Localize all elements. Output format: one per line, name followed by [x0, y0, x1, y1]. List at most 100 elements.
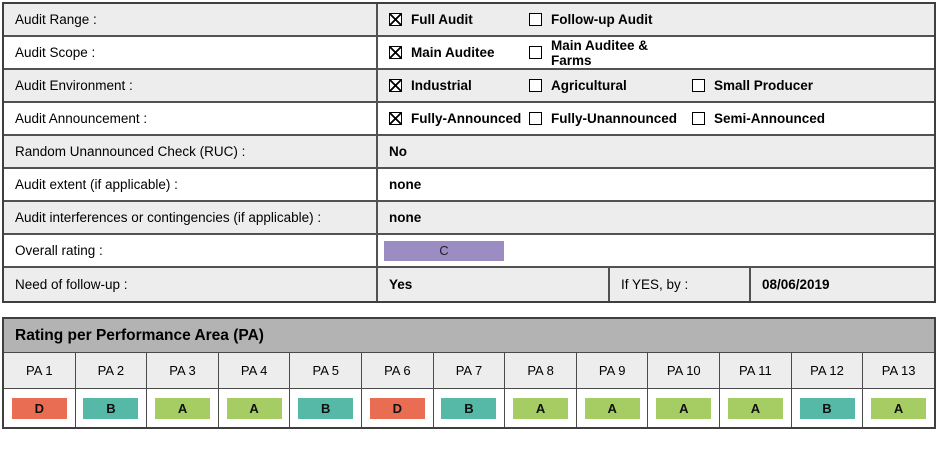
checkbox-main-auditee[interactable] — [389, 46, 402, 59]
pa-header: PA 12 — [791, 353, 864, 389]
checkbox-industrial[interactable] — [389, 79, 402, 92]
checkbox-full-audit[interactable] — [389, 13, 402, 26]
form-row-ruc: Random Unannounced Check (RUC) : No — [4, 136, 934, 169]
row-label: Audit interferences or contingencies (if… — [4, 202, 378, 233]
checkbox-label: Full Audit — [411, 12, 473, 27]
pa-rating-badge: A — [513, 397, 569, 419]
pa-rating-badge: A — [871, 397, 927, 419]
pa-rating-cell: B — [433, 389, 506, 427]
row-value: none — [389, 210, 422, 225]
form-row-interferences: Audit interferences or contingencies (if… — [4, 202, 934, 235]
row-options: Main Auditee Main Auditee & Farms — [378, 37, 934, 68]
row-label: Audit Environment : — [4, 70, 378, 101]
pa-header: PA 4 — [218, 353, 291, 389]
pa-rating-badge: A — [155, 397, 211, 419]
row-value-group: Yes If YES, by : 08/06/2019 — [378, 268, 934, 301]
pa-rating-cell: B — [791, 389, 864, 427]
pa-header: PA 5 — [290, 353, 363, 389]
checkbox-main-auditee-farms[interactable] — [529, 46, 542, 59]
pa-header: PA 9 — [576, 353, 649, 389]
form-row-audit-range: Audit Range : Full Audit Follow-up Audit — [4, 4, 934, 37]
row-options: Industrial Agricultural Small Producer — [378, 70, 934, 101]
pa-rating-badge: A — [656, 397, 712, 419]
pa-section-title: Rating per Performance Area (PA) — [4, 319, 934, 353]
pa-rating-cell: D — [4, 389, 76, 427]
row-label: Audit extent (if applicable) : — [4, 169, 378, 200]
pa-rating-badge: A — [727, 397, 783, 419]
pa-header-row: PA 1 PA 2 PA 3 PA 4 PA 5 PA 6 PA 7 PA 8 … — [4, 353, 934, 389]
checkbox-fully-announced[interactable] — [389, 112, 402, 125]
form-row-audit-extent: Audit extent (if applicable) : none — [4, 169, 934, 202]
checkbox-semi-announced[interactable] — [692, 112, 705, 125]
option-small-producer: Small Producer — [692, 78, 813, 93]
form-row-audit-scope: Audit Scope : Main Auditee Main Auditee … — [4, 37, 934, 70]
pa-header: PA 10 — [648, 353, 721, 389]
pa-header: PA 2 — [75, 353, 148, 389]
row-value: none — [389, 177, 422, 192]
pa-rating-badge: B — [83, 397, 139, 419]
follow-up-value: Yes — [378, 268, 610, 301]
option-full-audit: Full Audit — [389, 12, 529, 27]
row-options: Full Audit Follow-up Audit — [378, 4, 934, 35]
checkbox-label: Fully-Announced — [411, 111, 522, 126]
pa-rating-badge: D — [369, 397, 425, 419]
option-agricultural: Agricultural — [529, 78, 692, 93]
checkbox-label: Main Auditee — [411, 45, 495, 60]
pa-rating-badge: B — [441, 397, 497, 419]
pa-rating-cell: A — [576, 389, 649, 427]
option-follow-up-audit: Follow-up Audit — [529, 12, 692, 27]
checkbox-follow-up-audit[interactable] — [529, 13, 542, 26]
if-yes-label: If YES, by : — [610, 268, 751, 301]
checkbox-agricultural[interactable] — [529, 79, 542, 92]
row-label: Audit Announcement : — [4, 103, 378, 134]
checkbox-fully-unannounced[interactable] — [529, 112, 542, 125]
pa-rating-badge: A — [226, 397, 282, 419]
checkbox-label: Follow-up Audit — [551, 12, 653, 27]
pa-header: PA 11 — [720, 353, 792, 389]
overall-rating-badge: C — [384, 240, 504, 261]
form-row-follow-up: Need of follow-up : Yes If YES, by : 08/… — [4, 268, 934, 301]
checkbox-label: Main Auditee & Farms — [551, 37, 649, 68]
pa-rating-badge: D — [11, 397, 67, 419]
pa-header: PA 3 — [147, 353, 219, 389]
pa-rating-cell: D — [362, 389, 434, 427]
checkbox-label: Small Producer — [714, 78, 814, 93]
pa-rating-cell: A — [147, 389, 219, 427]
pa-header: PA 8 — [505, 353, 577, 389]
option-main-auditee-farms: Main Auditee & Farms — [529, 38, 692, 68]
pa-rating-cell: A — [218, 389, 291, 427]
row-value: No — [389, 144, 407, 159]
pa-header: PA 7 — [433, 353, 506, 389]
pa-rating-cell: A — [863, 389, 934, 427]
pa-rating-badge: B — [298, 397, 354, 419]
row-label: Audit Scope : — [4, 37, 378, 68]
checkbox-small-producer[interactable] — [692, 79, 705, 92]
pa-header: PA 1 — [4, 353, 76, 389]
option-fully-announced: Fully-Announced — [389, 111, 529, 126]
pa-rating-table: Rating per Performance Area (PA) PA 1 PA… — [2, 317, 936, 429]
checkbox-label: Fully-Unannounced — [551, 111, 677, 126]
row-label: Audit Range : — [4, 4, 378, 35]
form-row-audit-environment: Audit Environment : Industrial Agricultu… — [4, 70, 934, 103]
audit-summary-table: Audit Range : Full Audit Follow-up Audit… — [2, 2, 936, 303]
option-industrial: Industrial — [389, 78, 529, 93]
page: Audit Range : Full Audit Follow-up Audit… — [2, 2, 936, 429]
pa-rating-cell: B — [75, 389, 148, 427]
row-label: Random Unannounced Check (RUC) : — [4, 136, 378, 167]
pa-header: PA 6 — [362, 353, 434, 389]
pa-rating-cell: A — [648, 389, 721, 427]
form-row-audit-announcement: Audit Announcement : Fully-Announced Ful… — [4, 103, 934, 136]
pa-rating-cell: A — [720, 389, 792, 427]
checkbox-label: Agricultural — [551, 78, 627, 93]
row-value: C — [378, 235, 934, 266]
option-fully-unannounced: Fully-Unannounced — [529, 111, 692, 126]
checkbox-label: Industrial — [411, 78, 472, 93]
form-row-overall-rating: Overall rating : C — [4, 235, 934, 268]
pa-rating-badge: A — [584, 397, 640, 419]
option-semi-announced: Semi-Announced — [692, 111, 825, 126]
pa-rating-cell: A — [505, 389, 577, 427]
pa-header: PA 13 — [863, 353, 934, 389]
option-main-auditee: Main Auditee — [389, 45, 529, 60]
row-options: Fully-Announced Fully-Unannounced Semi-A… — [378, 103, 934, 134]
row-label: Need of follow-up : — [4, 268, 378, 301]
